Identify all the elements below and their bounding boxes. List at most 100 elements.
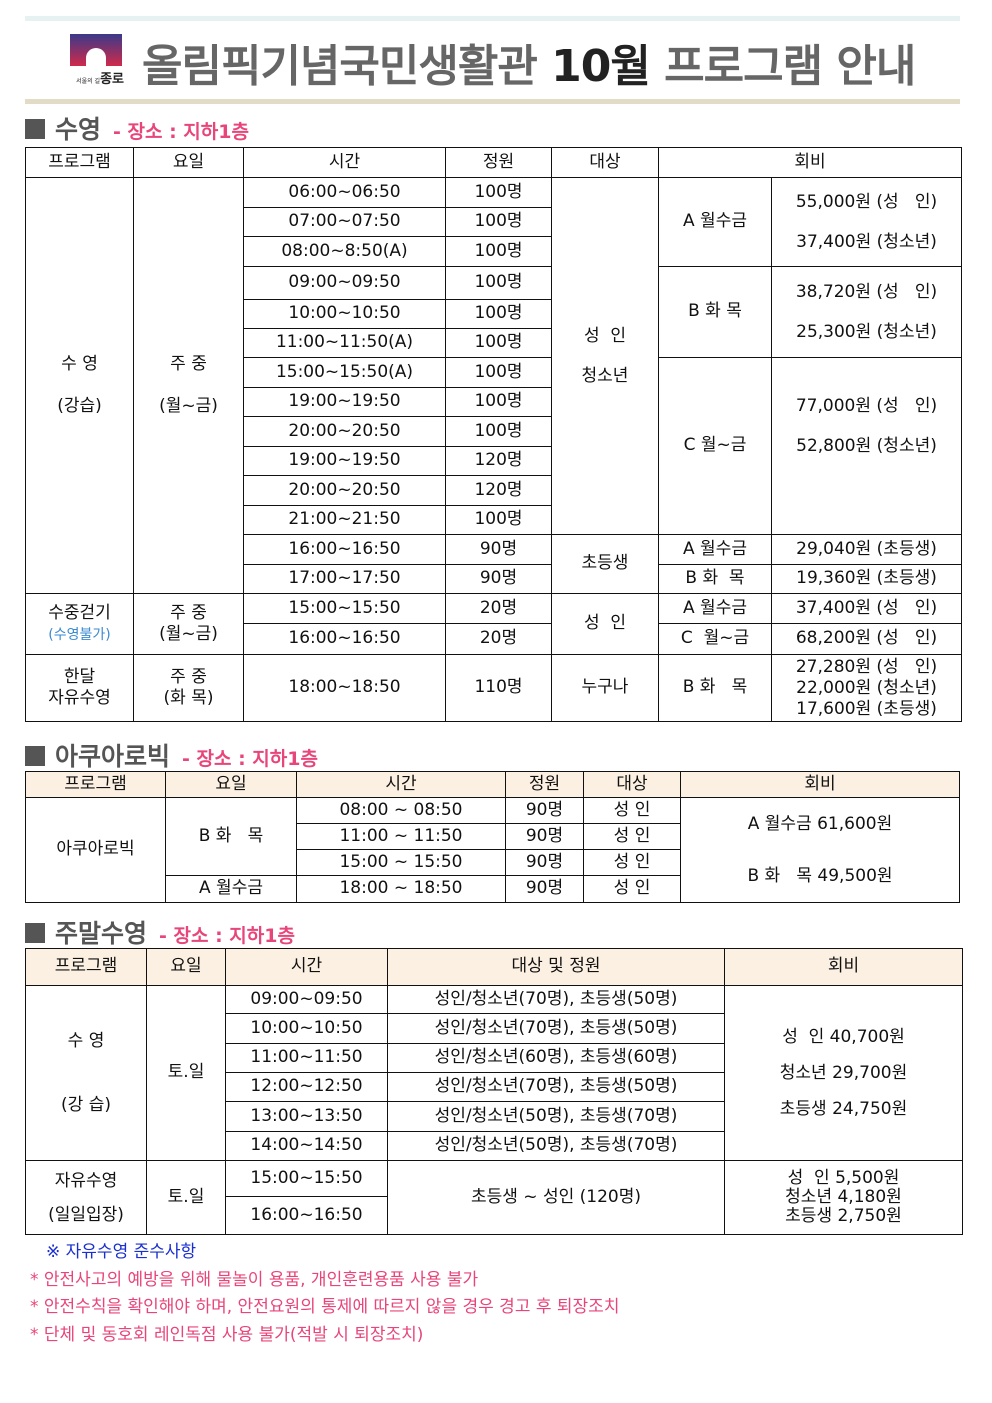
table-cell: B 화 목 bbox=[658, 564, 772, 594]
table-row: 한달 자유수영 주 중 (화 목) 18:00~18:50 110명 누구나 B 화 목 … bbox=[25, 654, 962, 722]
table-row: 19:00~19:50 120명 bbox=[26, 446, 962, 476]
column-header: 정원 bbox=[505, 771, 584, 798]
table-cell: 16:00~16:50 bbox=[243, 534, 446, 565]
table-cell: A 월수금 61,600원 B 화 목 49,500원 bbox=[680, 797, 960, 903]
table-cell: 100명 bbox=[445, 357, 552, 388]
table-cell: 100명 bbox=[445, 328, 552, 358]
table-cell: 10:00~10:50 bbox=[243, 299, 446, 329]
table-cell: 10:00~10:50 bbox=[225, 1013, 388, 1044]
rule-item: * 안전수칙을 확인해야 하며, 안전요원의 통제에 따르지 않을 경우 경고 … bbox=[30, 1297, 620, 1317]
table-row: 12:00~12:50 성인/청소년(70명), 초등생(50명) bbox=[26, 1072, 963, 1102]
table-cell: 90명 bbox=[505, 849, 584, 877]
table-row: 수 영 (강 습) 토.일 09:00~09:50 성인/청소년(70명), 초등생… bbox=[25, 985, 963, 1161]
table-row: 08:00~8:50(A) 100명 bbox=[26, 236, 962, 267]
table-header: 프로그램 요일 시간 대상 및 정원 회비 bbox=[25, 948, 963, 986]
table-row: 14:00~14:50 성인/청소년(50명), 초등생(70명) bbox=[26, 1131, 963, 1161]
column-header: 프로그램 bbox=[25, 948, 147, 986]
table-cell: 12:00~12:50 bbox=[225, 1072, 388, 1102]
aqua-table: 프로그램 요일 시간 정원 대상 회비 아쿠아로빅 B 화 목 08:00 ~ 08:50 9… bbox=[25, 771, 960, 903]
free-swim-rules: ※ 자유수영 준수사항 * 안전사고의 예방을 위해 물놀이 용품, 개인훈련용… bbox=[30, 1239, 619, 1349]
table-cell: 한달 자유수영 bbox=[25, 654, 134, 722]
table-cell: 성 인 청소년 bbox=[551, 177, 659, 535]
table-cell: 29,040원 (초등생) bbox=[771, 534, 962, 565]
column-header: 대상 bbox=[583, 771, 681, 798]
table-cell: 100명 bbox=[445, 505, 552, 535]
jongno-logo: 서울의 길종로 bbox=[68, 34, 124, 87]
table-cell: 17:00~17:50 bbox=[243, 564, 446, 594]
table-cell: 18:00~18:50 bbox=[243, 654, 446, 722]
table-cell: 120명 bbox=[445, 446, 552, 476]
table-cell: 100명 bbox=[445, 387, 552, 417]
column-header: 요일 bbox=[165, 771, 297, 798]
table-row: 15:00~15:50(A) 100명 C 월~금 77,000원 (성 인) 52… bbox=[26, 357, 962, 535]
table-cell: 110명 bbox=[445, 654, 552, 722]
column-header: 회비 bbox=[724, 948, 963, 986]
page-title: 올림픽기념국민생활관 10월 프로그램 안내 bbox=[142, 41, 916, 92]
table-cell: 15:00~15:50 bbox=[225, 1160, 388, 1197]
table-cell: 주 중 (월~금) bbox=[133, 177, 244, 594]
title-rule bbox=[25, 99, 960, 104]
table-cell: 자유수영 (일일입장) bbox=[25, 1160, 147, 1235]
table-cell: 성인/청소년(50명), 초등생(70명) bbox=[387, 1131, 725, 1161]
table-row: 10:00~10:50 성인/청소년(70명), 초등생(50명) bbox=[26, 1013, 963, 1044]
column-header: 프로그램 bbox=[25, 147, 134, 178]
column-header: 정원 bbox=[445, 147, 552, 178]
table-cell: 55,000원 (성 인) 37,400원 (청소년) bbox=[771, 177, 962, 267]
table-row: 아쿠아로빅 B 화 목 08:00 ~ 08:50 90명 성 인 A 월수금 61,… bbox=[25, 796, 960, 903]
column-header: 대상 bbox=[551, 147, 659, 178]
table-cell: 120명 bbox=[445, 475, 552, 506]
table-cell: 27,280원 (성 인) 22,000원 (청소년) 17,600원 (초등생) bbox=[771, 654, 962, 722]
table-cell: 누구나 bbox=[551, 654, 659, 722]
table-cell: 100명 bbox=[445, 207, 552, 237]
table-cell: 20:00~20:50 bbox=[243, 416, 446, 447]
table-cell: 06:00~06:50 bbox=[243, 177, 446, 208]
table-row: 16:00~16:50 90명 초등생 A 월수금 29,040원 (초등생) bbox=[26, 534, 962, 594]
column-header: 시간 bbox=[296, 771, 506, 798]
table-row: A 월수금 18:00 ~ 18:50 90명 성 인 bbox=[26, 875, 960, 903]
table-cell: A 월수금 bbox=[658, 593, 772, 624]
table-cell: A 월수금 bbox=[165, 875, 297, 903]
table-cell: 100명 bbox=[445, 416, 552, 447]
table-row: 19:00~19:50 100명 bbox=[26, 387, 962, 417]
table-cell: 성 인 bbox=[583, 822, 681, 851]
table-cell: 성 인 bbox=[583, 875, 681, 903]
top-rule bbox=[25, 16, 960, 21]
table-cell: 19,360원 (초등생) bbox=[771, 564, 962, 594]
table-cell: 성인/청소년(60명), 초등생(60명) bbox=[387, 1043, 725, 1073]
table-cell: 초등생 bbox=[551, 534, 659, 594]
table-cell: 09:00~09:50 bbox=[243, 266, 446, 300]
table-cell: 15:00~15:50(A) bbox=[243, 357, 446, 388]
table-cell: 15:00~15:50 bbox=[243, 593, 446, 624]
table-cell: A 월수금 bbox=[658, 534, 772, 565]
rules-heading: ※ 자유수영 준수사항 bbox=[46, 1242, 197, 1262]
table-row: 15:00 ~ 15:50 90명 성 인 bbox=[26, 849, 960, 877]
table-cell: C 월~금 bbox=[658, 623, 772, 655]
table-cell: 19:00~19:50 bbox=[243, 387, 446, 417]
table-cell: 11:00~11:50(A) bbox=[243, 328, 446, 358]
table-cell: 16:00~16:50 bbox=[243, 623, 446, 655]
table-cell: 주 중 (월~금) bbox=[133, 593, 244, 655]
table-row: 16:00~16:50 bbox=[26, 1196, 963, 1235]
program-cell: 수 영 (강습) bbox=[25, 177, 134, 594]
table-cell: 20명 bbox=[445, 593, 552, 624]
table-row: 11:00~11:50(A) 100명 bbox=[26, 328, 962, 358]
table-cell: 90명 bbox=[445, 534, 552, 565]
table-cell: C 월~금 bbox=[658, 357, 772, 535]
table-row: 자유수영 (일일입장) 토.일 15:00~15:50 초등생 ~ 성인 (120… bbox=[25, 1160, 963, 1235]
table-row: 20:00~20:50 100명 bbox=[26, 416, 962, 447]
section-heading-weekend: 주말수영 - 장소 : 지하1층 bbox=[25, 914, 295, 950]
table-cell: 성 인 bbox=[583, 849, 681, 877]
table-cell: 21:00~21:50 bbox=[243, 505, 446, 535]
table-cell: 성인/청소년(50명), 초등생(70명) bbox=[387, 1101, 725, 1132]
table-cell: 11:00~11:50 bbox=[225, 1043, 388, 1073]
table-cell: 11:00 ~ 11:50 bbox=[296, 822, 506, 851]
table-row: 11:00 ~ 11:50 90명 성 인 bbox=[26, 822, 960, 851]
table-cell: 성인/청소년(70명), 초등생(50명) bbox=[387, 1072, 725, 1102]
column-header: 회비 bbox=[658, 147, 962, 178]
table-cell: 08:00 ~ 08:50 bbox=[296, 797, 506, 824]
table-cell: 성 인 bbox=[583, 797, 681, 824]
table-cell: 100명 bbox=[445, 299, 552, 329]
table-cell: 토.일 bbox=[146, 985, 226, 1161]
table-cell: 68,200원 (성 인) bbox=[771, 623, 962, 655]
table-cell: 90명 bbox=[505, 797, 584, 824]
